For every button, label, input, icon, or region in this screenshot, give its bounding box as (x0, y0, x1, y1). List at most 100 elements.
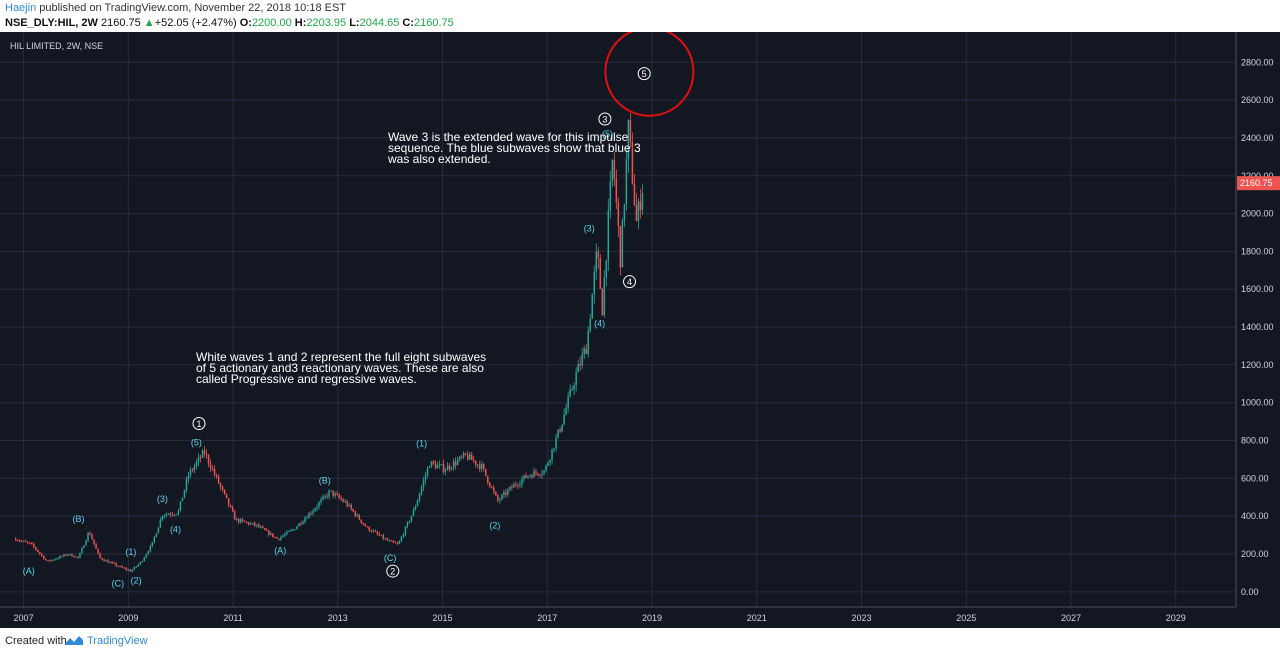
candle-body (95, 544, 97, 549)
candle-body (557, 429, 559, 438)
candle-body (613, 159, 616, 179)
chart-area[interactable]: (A) (B) (C) (1) (2) (3) (4) (5) 1 (A) (B) (C) 2 (1) (2… (0, 26, 1280, 628)
candle-body (515, 484, 517, 486)
candle-body (430, 461, 433, 467)
candle-body (127, 569, 129, 571)
candle-body (448, 465, 451, 470)
candle-body (107, 560, 109, 563)
candle-body (603, 277, 606, 316)
candle-body (547, 462, 549, 466)
open-value: 2200.00 (251, 17, 292, 29)
candle-body (396, 543, 399, 545)
white-waves-note-line: called Progressive and regressive waves. (196, 372, 417, 386)
candle-body (352, 508, 354, 512)
candle-body (452, 461, 455, 468)
candle-body (276, 536, 278, 539)
close-label: C: (402, 17, 415, 29)
candle-body (394, 542, 397, 544)
candle-body (414, 506, 417, 510)
candle-body (336, 493, 338, 495)
candle-body (272, 533, 274, 537)
candle-body (426, 467, 429, 476)
candle-body (432, 461, 435, 464)
candle-body (366, 526, 369, 528)
candle-body (83, 545, 85, 549)
wave3-note-line: was also extended. (387, 152, 491, 166)
wave-label-blue: (3) (157, 494, 168, 504)
author-link[interactable]: Haejin (5, 2, 37, 14)
candle-body (380, 535, 383, 537)
candle-body (350, 504, 352, 509)
tradingview-link[interactable]: TradingView (87, 635, 148, 647)
candle-body (519, 484, 521, 486)
candle-body (400, 536, 403, 542)
y-tick-label: 800.00 (1241, 436, 1269, 446)
y-tick-label: 200.00 (1241, 549, 1269, 559)
header: Haejin published on TradingView.com, Nov… (0, 0, 1280, 32)
candle-body (464, 453, 467, 455)
candle-body (617, 202, 620, 227)
wave-label-white: 1 (197, 419, 202, 429)
candle-body (14, 538, 17, 541)
candle-body (87, 533, 89, 541)
candle-body (499, 499, 501, 501)
candle-body (231, 507, 234, 512)
candle-body (619, 226, 622, 268)
candle-body (392, 540, 395, 543)
candle-body (607, 210, 610, 261)
chart-background (0, 32, 1280, 628)
candle-body (147, 551, 150, 555)
candle-body (29, 542, 31, 544)
footer: Created with TradingView (0, 628, 1280, 654)
candle-body (171, 514, 174, 516)
low-label: L: (349, 17, 360, 29)
candle-body (523, 475, 525, 480)
y-tick-label: 400.00 (1241, 511, 1269, 521)
candle-body (205, 453, 208, 455)
candle-body (384, 538, 387, 540)
x-tick-label: 2009 (118, 613, 138, 623)
candle-body (567, 396, 569, 408)
candle-body (245, 522, 248, 524)
candle-body (45, 559, 47, 561)
candle-body (185, 479, 188, 490)
wave-label-blue: (4) (594, 318, 605, 328)
candle-body (569, 389, 571, 397)
candle-body (179, 501, 182, 511)
candle-body (211, 468, 214, 470)
candle-body (553, 448, 555, 450)
wave-label-blue: (2) (489, 521, 500, 531)
price-chart[interactable]: (A) (B) (C) (1) (2) (3) (4) (5) 1 (A) (B) (C) 2 (1) (2… (0, 26, 1280, 628)
candle-body (252, 522, 254, 524)
candle-body (390, 540, 393, 542)
chart-title: HIL LIMITED, 2W, NSE (10, 41, 103, 51)
candle-body (533, 471, 535, 478)
candle-body (47, 560, 49, 562)
candle-body (442, 464, 445, 472)
candle-body (410, 515, 413, 522)
candle-body (306, 518, 308, 520)
candle-body (75, 556, 77, 558)
candle-body (346, 501, 348, 507)
candle-body (428, 466, 431, 468)
candle-body (169, 514, 172, 516)
candle-body (167, 514, 170, 516)
candle-body (621, 220, 624, 268)
y-tick-label: 2200.00 (1241, 171, 1274, 181)
candle-body (35, 546, 37, 550)
white-waves-note-line: White waves 1 and 2 represent the full e… (196, 350, 486, 364)
candle-body (322, 496, 324, 500)
candle-body (462, 453, 465, 457)
candle-body (262, 526, 264, 529)
candle-body (597, 251, 600, 259)
candle-body (537, 473, 539, 476)
candle-body (129, 569, 131, 572)
candle-body (575, 372, 577, 386)
candle-body (470, 454, 473, 460)
x-tick-label: 2021 (747, 613, 767, 623)
candle-body (77, 556, 79, 558)
candle-body (495, 491, 497, 496)
wave-label-blue: (A) (23, 566, 35, 576)
candle-body (362, 522, 364, 525)
candles (14, 112, 644, 573)
